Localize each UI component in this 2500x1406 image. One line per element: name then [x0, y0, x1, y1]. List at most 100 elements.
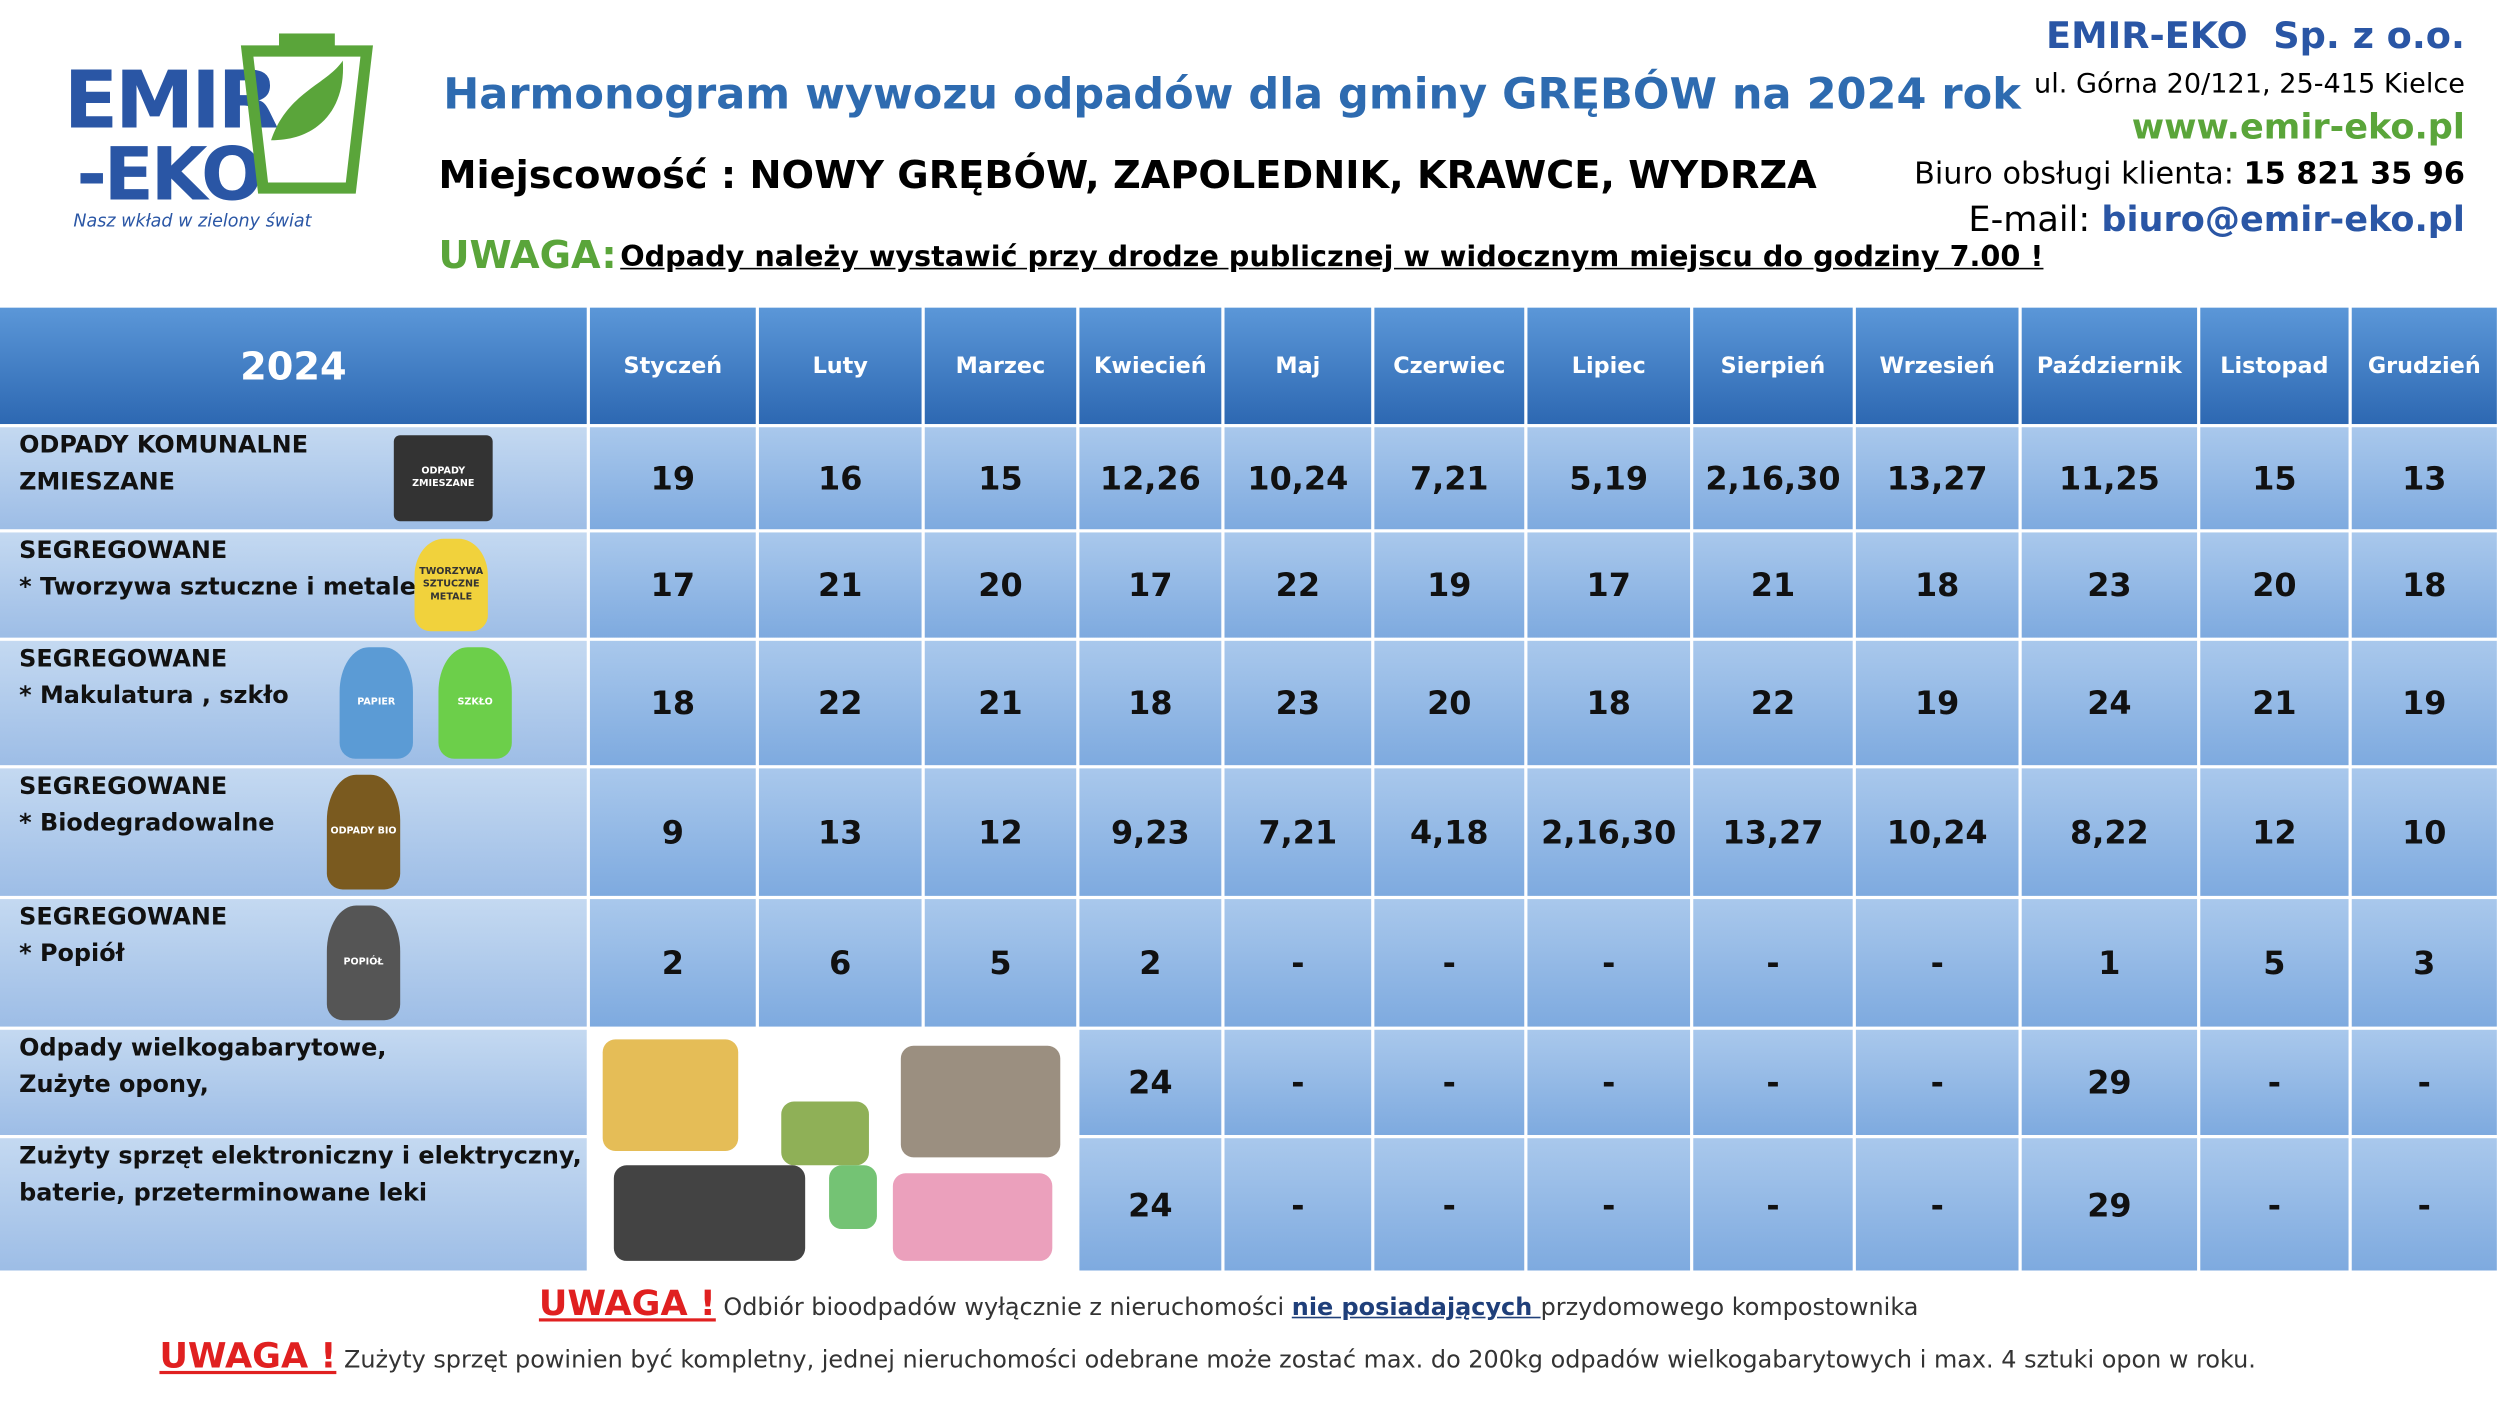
title: Harmonogram wywozu odpadów dla gminy GRĘ… [443, 70, 2021, 120]
bag-icon: SZKŁO [438, 647, 512, 759]
row-label-line: ZMIESZANE [19, 467, 175, 496]
location: Miejscowość : NOWY GRĘBÓW, ZAPOLEDNIK, K… [438, 153, 1817, 198]
schedule-cell: - [1374, 1138, 1525, 1271]
schedule-cell: 18 [2351, 532, 2497, 638]
schedule-cell: 16 [758, 427, 922, 530]
schedule-cell: - [1693, 1029, 1853, 1135]
bag-icon: PAPIER [339, 647, 413, 759]
schedule-cell: 20 [1374, 640, 1525, 766]
schedule-cell: 15 [924, 427, 1077, 530]
schedule-cell: 12,26 [1079, 427, 1222, 530]
schedule-cell: 9,23 [1079, 768, 1222, 896]
schedule-cell: - [1374, 1029, 1525, 1135]
logo-top: EMIR [63, 54, 279, 147]
schedule-cell: 6 [758, 899, 922, 1027]
logo-slogan: Nasz wkład w zielony świat [73, 210, 312, 232]
schedule-cell: 3 [2351, 899, 2497, 1027]
schedule-cell: - [1224, 1029, 1372, 1135]
schedule-cell: - [2200, 1138, 2349, 1271]
schedule-cell: - [2200, 1029, 2349, 1135]
bag-icon: POPIÓŁ [326, 905, 401, 1021]
row-label-line: SEGREGOWANE [19, 644, 228, 673]
note-emphasis: nie posiadających [1291, 1292, 1541, 1322]
schedule-cell: 19 [589, 427, 756, 530]
month-header: Lipiec [1527, 307, 1691, 425]
schedule-cell: 8,22 [2021, 768, 2198, 896]
schedule-cell: 29 [2021, 1138, 2198, 1271]
schedule-cell: 21 [1693, 532, 1853, 638]
note-1: UWAGA ! Odbiór bioodpadów wyłącznie z ni… [539, 1285, 1919, 1325]
schedule-cell: 10,24 [1855, 768, 2019, 896]
row-label-line: baterie, przeterminowane leki [19, 1178, 428, 1207]
schedule-table: 2024 Styczeń Luty Marzec Kwiecień Maj Czerwiec… [0, 307, 2500, 1274]
schedule-cell: - [2351, 1138, 2497, 1271]
bag-icon: ODPADY BIO [326, 774, 401, 890]
warning-label: UWAGA: [438, 232, 617, 278]
note-2: UWAGA ! Zużyty sprzęt powinien być kompl… [159, 1337, 2255, 1377]
row-label-line: SEGREGOWANE [19, 535, 228, 565]
schedule-cell: - [1224, 899, 1372, 1027]
schedule-cell: 24 [1079, 1138, 1222, 1271]
schedule-cell: 17 [1079, 532, 1222, 638]
schedule-cell: 17 [1527, 532, 1691, 638]
bag-icon: TWORZYWA SZTUCZNE METALE [414, 538, 488, 632]
warning-text: Odpady należy wystawić przy drodze publi… [620, 240, 2044, 275]
logo-bin [240, 33, 373, 194]
month-header: Wrzesień [1855, 307, 2019, 425]
schedule-cell: - [1693, 1138, 1853, 1271]
row-label: Odpady wielkogabarytowe, Zużyte opony, [0, 1029, 587, 1135]
schedule-cell: 2 [589, 899, 756, 1027]
schedule-cell: 17 [589, 532, 756, 638]
row-label-line: * Tworzywa sztuczne i metale [19, 572, 416, 601]
schedule-cell: 5 [924, 899, 1077, 1027]
schedule-cell: 23 [2021, 532, 2198, 638]
row-label-line: * Makulatura , szkło [19, 680, 289, 710]
row-label: SEGREGOWANE * Popiół [0, 899, 587, 1027]
schedule-cell: 10,24 [1224, 427, 1372, 530]
bin-icon: ODPADY ZMIESZANE [393, 435, 493, 522]
note-label: UWAGA ! [538, 1284, 716, 1325]
schedule-cell: 13 [2351, 427, 2497, 530]
month-header: Marzec [924, 307, 1077, 425]
month-header: Sierpień [1693, 307, 1853, 425]
note-text-end: przydomowego kompostownika [1540, 1292, 1919, 1322]
schedule-cell: 2 [1079, 899, 1222, 1027]
month-header: Grudzień [2351, 307, 2497, 425]
company-name: EMIR-EKO Sp. z o.o. [2046, 15, 2465, 58]
row-label-line: SEGREGOWANE [19, 902, 228, 931]
row-label-line: * Biodegradowalne [19, 808, 275, 837]
schedule-cell: 5,19 [1527, 427, 1691, 530]
row-label-line: SEGREGOWANE [19, 771, 228, 801]
month-header: Kwiecień [1079, 307, 1222, 425]
month-header: Luty [758, 307, 922, 425]
schedule-cell: 19 [1855, 640, 2019, 766]
phone: 15 821 35 96 [2243, 156, 2465, 192]
row-label-line: Odpady wielkogabarytowe, [19, 1032, 387, 1062]
row-label-line: * Popiół [19, 938, 125, 968]
schedule-cell: 2,16,30 [1527, 768, 1691, 896]
schedule-cell: 2,16,30 [1693, 427, 1853, 530]
schedule-cell: - [1374, 899, 1525, 1027]
note-text: Zużyty sprzęt powinien być kompletny, je… [336, 1345, 2256, 1375]
schedule-cell: 21 [2200, 640, 2349, 766]
note-label: UWAGA ! [159, 1337, 337, 1378]
schedule-cell: - [1527, 1138, 1691, 1271]
illustration-shape [892, 1173, 1053, 1261]
schedule-cell: 24 [2021, 640, 2198, 766]
schedule-cell: 5 [2200, 899, 2349, 1027]
month-header: Styczeń [589, 307, 756, 425]
schedule-cell: - [2351, 1029, 2497, 1135]
note-text: Odbiór bioodpadów wyłącznie z nieruchomo… [715, 1292, 1292, 1322]
row-label: SEGREGOWANE * Biodegradowalne [0, 768, 587, 896]
month-header: Maj [1224, 307, 1372, 425]
illustration [589, 1029, 1077, 1274]
month-header: Październik [2021, 307, 2198, 425]
schedule-cell: 19 [2351, 640, 2497, 766]
email: biuro@emir-eko.pl [2101, 200, 2465, 241]
schedule-cell: 22 [1224, 532, 1372, 638]
schedule-cell: 18 [1527, 640, 1691, 766]
schedule-cell: 18 [1855, 532, 2019, 638]
schedule-cell: 21 [758, 532, 922, 638]
schedule-cell: 24 [1079, 1029, 1222, 1135]
